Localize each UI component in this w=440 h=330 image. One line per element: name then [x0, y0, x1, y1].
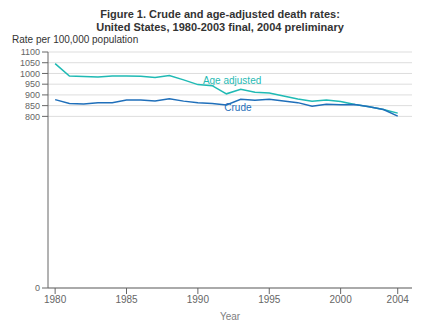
- svg-text:Age adjusted: Age adjusted: [203, 75, 261, 86]
- svg-text:Crude: Crude: [224, 102, 252, 113]
- svg-text:1000: 1000: [20, 69, 40, 79]
- html-text:United States, 1980-2003 final: United States, 1980-2003 final, 2004 pre…: [96, 21, 344, 33]
- svg-text:Year: Year: [220, 311, 241, 320]
- svg-text:1100: 1100: [21, 47, 40, 57]
- svg-text:900: 900: [25, 90, 40, 100]
- svg-text:950: 950: [25, 79, 40, 89]
- svg-text:1980: 1980: [44, 294, 67, 305]
- svg-text:850: 850: [25, 101, 40, 111]
- svg-text:1985: 1985: [115, 294, 138, 305]
- html-text:Figure 1. Crude and age-adjust: Figure 1. Crude and age-adjusted death r…: [100, 8, 340, 20]
- svg-text:1050: 1050: [20, 58, 40, 68]
- svg-text:1995: 1995: [258, 294, 281, 305]
- svg-text:2000: 2000: [330, 294, 353, 305]
- svg-text:2004: 2004: [387, 294, 410, 305]
- svg-text:0: 0: [35, 283, 40, 293]
- svg-text:1990: 1990: [187, 294, 210, 305]
- svg-text:800: 800: [25, 112, 40, 122]
- html-text:Rate per 100,000 population: Rate per 100,000 population: [12, 34, 139, 45]
